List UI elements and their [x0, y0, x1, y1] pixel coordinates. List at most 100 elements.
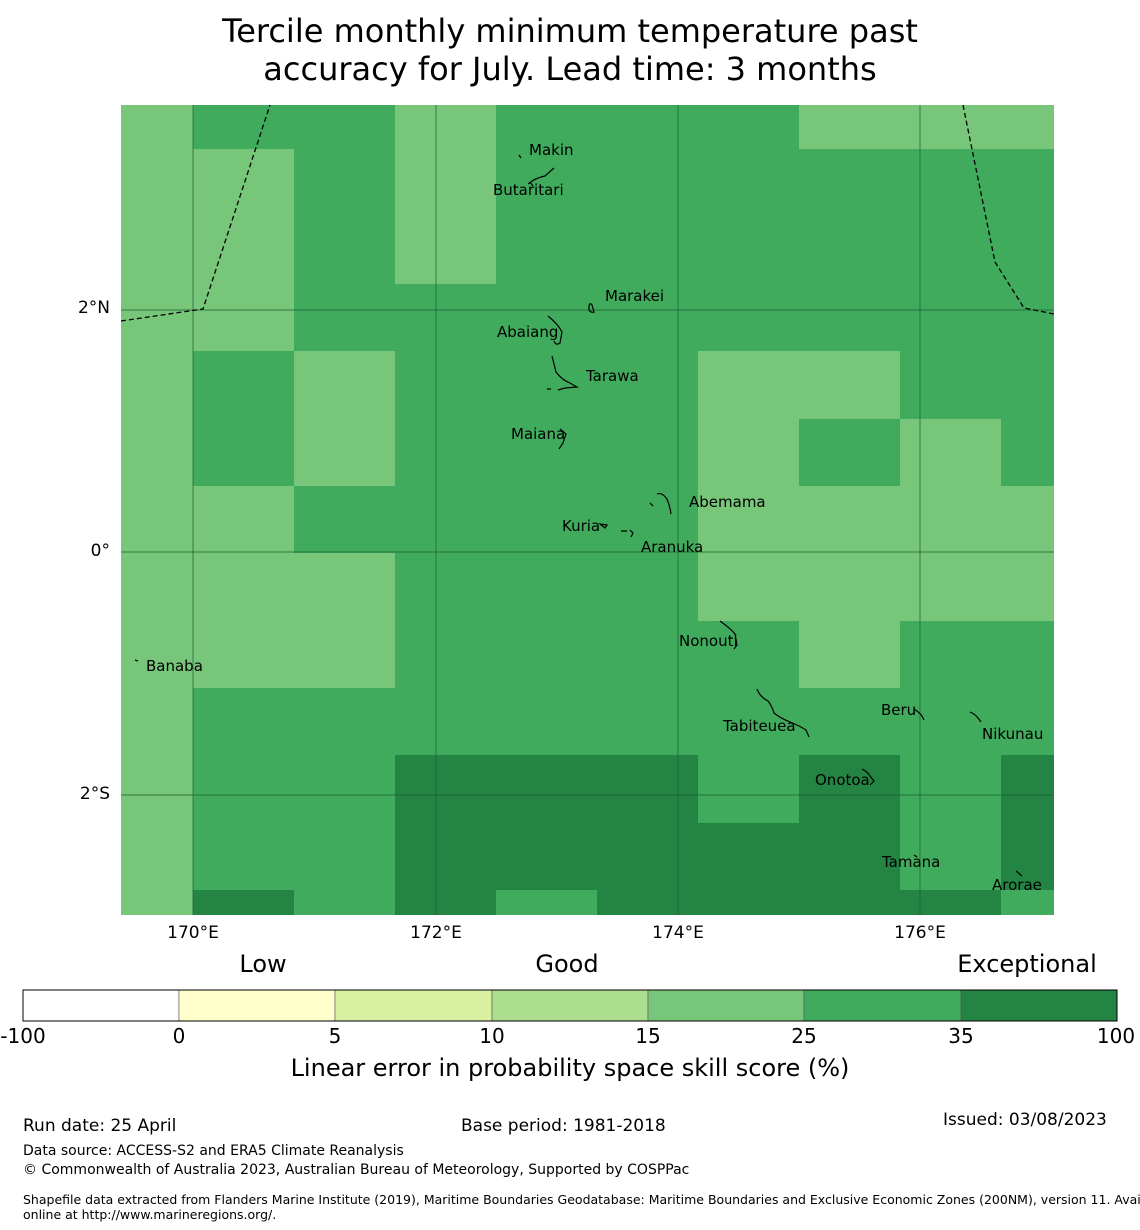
- grid-cell: [193, 284, 294, 351]
- title-line-2: accuracy for July. Lead time: 3 months: [263, 50, 877, 88]
- aranuka-atoll: [621, 529, 634, 538]
- grid-cell: [799, 755, 900, 823]
- grid-cell: [1001, 284, 1054, 351]
- grid-cell: [799, 823, 900, 890]
- colorbar-tick: 15: [635, 1024, 661, 1048]
- grid-cell: [294, 284, 395, 351]
- eez-boundary-west: [120, 104, 271, 322]
- grid-cell: [799, 621, 900, 688]
- grid-cell: [597, 419, 698, 486]
- grid-cell: [193, 621, 294, 688]
- grid-cell: [294, 688, 395, 755]
- grid-cell: [1001, 486, 1054, 553]
- base-period: Base period: 1981-2018: [461, 1116, 666, 1136]
- place-label-tabiteuea: Tabiteuea: [723, 717, 796, 735]
- grid-cell: [496, 890, 597, 915]
- grid-cell: [121, 284, 193, 351]
- shapefile-credit-line-1: Shapefile data extracted from Flanders M…: [23, 1192, 1140, 1207]
- colorbar-tick: 35: [948, 1024, 974, 1048]
- nonouti-atoll: [719, 620, 738, 650]
- grid-cell: [294, 486, 395, 553]
- grid-cell: [799, 419, 900, 486]
- grid-cell: [294, 621, 395, 688]
- grid-cell: [597, 890, 698, 915]
- grid-cell: [597, 351, 698, 419]
- grid-cell: [597, 149, 698, 284]
- grid-cell: [496, 419, 597, 486]
- grid-cell: [395, 890, 496, 915]
- grid-cell: [799, 105, 900, 149]
- tarawa-atoll: [547, 355, 579, 391]
- place-label-banaba: Banaba: [146, 657, 203, 675]
- grid-cell: [1001, 755, 1054, 823]
- grid-cell: [698, 419, 799, 486]
- maiana-atoll: [558, 428, 567, 450]
- colorbar-swatch: [491, 989, 649, 1022]
- kuria-atoll: [597, 523, 609, 529]
- grid-cell: [121, 688, 193, 755]
- grid-cell: [395, 486, 496, 553]
- butaritari-atoll: [527, 167, 555, 187]
- grid-cell: [597, 486, 698, 553]
- colorbar-tick: 25: [791, 1024, 817, 1048]
- colorbar-word-exceptional: Exceptional: [957, 950, 1097, 978]
- grid-cell: [597, 553, 698, 621]
- grid-cell: [121, 351, 193, 419]
- colorbar-swatch: [334, 989, 493, 1022]
- colorbar-tick: 10: [479, 1024, 505, 1048]
- grid-cell: [698, 553, 799, 621]
- grid-cell: [395, 284, 496, 351]
- grid-cell: [1001, 351, 1054, 419]
- grid-cell: [121, 486, 193, 553]
- place-label-tamana: Tamana: [882, 853, 941, 871]
- tamana-island: [913, 854, 918, 858]
- grid-cell: [121, 621, 193, 688]
- grid-cell: [193, 688, 294, 755]
- colorbar-swatch: [960, 989, 1118, 1022]
- run-date: Run date: 25 April: [23, 1116, 177, 1136]
- data-source: Data source: ACCESS-S2 and ERA5 Climate …: [23, 1143, 404, 1159]
- grid-cell: [496, 284, 597, 351]
- grid-cell: [395, 553, 496, 621]
- grid-cell: [1001, 621, 1054, 688]
- grid-cell: [294, 105, 395, 149]
- grid-cell: [294, 553, 395, 621]
- grid-cell: [698, 105, 799, 149]
- grid-cell: [698, 688, 799, 755]
- grid-cell: [193, 890, 294, 915]
- grid-cell: [597, 105, 698, 149]
- place-label-marakei: Marakei: [605, 287, 665, 305]
- place-label-kuria: Kuria: [562, 517, 601, 535]
- marakei-atoll: [588, 303, 595, 313]
- grid-cell: [900, 890, 1001, 915]
- grid-cell: [121, 149, 193, 284]
- makin-atoll: [518, 154, 522, 159]
- colorbar-swatch: [647, 989, 805, 1022]
- place-label-makin: Makin: [529, 141, 574, 159]
- grid-cell: [395, 755, 496, 823]
- grid-cell: [193, 823, 294, 890]
- graticule: [121, 105, 1054, 915]
- grid-cell: [597, 688, 698, 755]
- colorbar-label: Linear error in probability space skill …: [290, 1054, 850, 1082]
- tabiteuea-atoll: [756, 688, 810, 738]
- grid-cell: [193, 105, 294, 149]
- grid-cell: [294, 419, 395, 486]
- place-label-arorae: Arorae: [992, 876, 1042, 894]
- lon-tick-176: 176°E: [894, 923, 946, 943]
- issued-date: Issued: 03/08/2023: [943, 1110, 1107, 1130]
- grid-cell: [395, 419, 496, 486]
- onotoa-atoll: [861, 768, 875, 786]
- colorbar-word-good: Good: [535, 950, 599, 978]
- grid-cell: [900, 419, 1001, 486]
- place-label-nonouti: Nonouti: [679, 632, 738, 650]
- grid-cell: [1001, 419, 1054, 486]
- grid-cell: [395, 105, 496, 149]
- colorbar-word-low: Low: [239, 950, 287, 978]
- grid-cell: [1001, 688, 1054, 755]
- grid-cell: [294, 890, 395, 915]
- grid-cell: [121, 419, 193, 486]
- grid-cell: [193, 351, 294, 419]
- grid-cell: [900, 351, 1001, 419]
- grid-cell: [1001, 890, 1054, 915]
